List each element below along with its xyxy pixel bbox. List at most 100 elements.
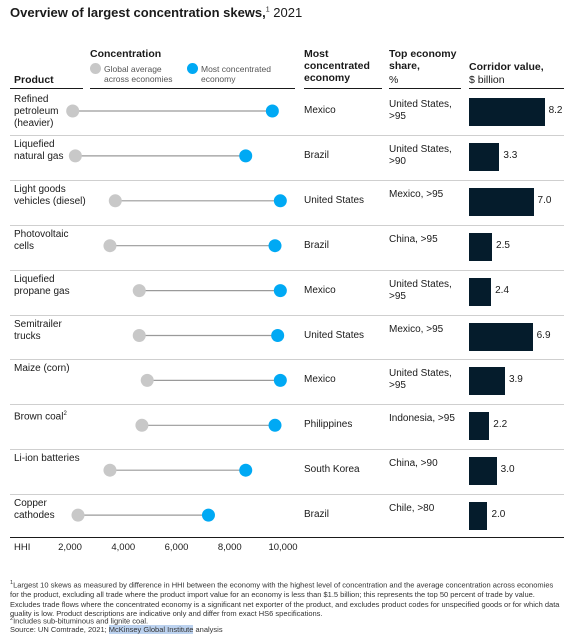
header-rule-concentration — [90, 88, 295, 89]
corridor-value-label: 3.0 — [500, 464, 515, 476]
header-rule-product — [10, 88, 83, 89]
most-concentrated-point — [239, 463, 253, 477]
row-separator — [10, 314, 564, 316]
row-product-label: Liquefied propane gas — [14, 274, 86, 298]
row-product-text: Li-ion batteries — [14, 453, 80, 465]
header-corridor: Corridor value, — [469, 61, 544, 73]
row-top-share: China, >90 — [389, 458, 438, 470]
axis-tick-label: 8,000 — [217, 542, 242, 553]
legend-global-label: Global average across economies — [104, 64, 173, 84]
axis-tick-label: 2,000 — [58, 542, 82, 553]
row-product-label: Photovoltaic cells — [14, 229, 86, 253]
corridor-value-label: 3.9 — [508, 374, 523, 386]
footnote-2-text: Includes sub-bituminous and lignite coal… — [13, 616, 149, 626]
title-footnote-mark: 1 — [265, 6, 270, 14]
source-suffix: analysis — [193, 625, 223, 634]
global-average-point — [132, 284, 146, 298]
row-product-label: Maize (corn) — [14, 363, 86, 375]
row-product-text: Copper cathodes — [14, 498, 55, 522]
corridor-value-label: 8.2 — [548, 105, 563, 116]
source-mgi-link[interactable]: McKinsey Global Institute — [108, 625, 194, 634]
corridor-value-label: 2.2 — [493, 419, 508, 431]
legend-most-dot — [187, 63, 198, 74]
corridor-bar — [469, 457, 497, 486]
title-year: 2021 — [273, 5, 303, 20]
axis-rule — [10, 537, 564, 538]
global-average-point — [132, 329, 146, 342]
row-product-text: Liquefied natural gas — [14, 138, 64, 162]
global-average-point — [135, 418, 149, 432]
row-product-label: Li-ion batteries — [14, 453, 86, 465]
global-average-point — [71, 508, 85, 522]
global-average-point — [108, 194, 122, 208]
row-separator — [10, 494, 564, 496]
header-top-share: Top economy share, — [389, 48, 457, 72]
corridor-bar — [469, 412, 490, 441]
row-separator — [10, 179, 564, 181]
most-concentrated-point — [271, 329, 285, 342]
header-concentration: Concentration — [90, 48, 162, 60]
row-economy: Brazil — [304, 509, 330, 521]
row-top-share: Mexico, >95 — [389, 188, 444, 200]
most-concentrated-point — [273, 284, 287, 298]
corridor-value-label: 2.5 — [496, 239, 510, 251]
row-top-share: Chile, >80 — [389, 503, 435, 515]
row-product-label: Brown coal2 — [14, 408, 86, 423]
global-average-point — [66, 104, 80, 118]
row-product-text: Liquefied propane gas — [14, 273, 70, 297]
global-average-point — [103, 239, 117, 253]
corridor-value-label: 7.0 — [537, 194, 552, 206]
header-most-concentrated: Most concentrated economy — [304, 48, 370, 84]
title-main: Overview of largest concentration skews, — [10, 5, 266, 20]
row-economy: South Korea — [304, 464, 360, 476]
axis-tick-label: 10,000 — [268, 542, 298, 553]
corridor-bar — [469, 98, 545, 126]
header-rule-share — [389, 88, 461, 89]
header-corridor-unit: $ billion — [469, 74, 505, 86]
page-title: Overview of largest concentration skews,… — [10, 5, 302, 20]
row-footnote-mark: 2 — [63, 411, 67, 418]
row-top-share: United States, >90 — [389, 143, 452, 167]
row-separator — [10, 134, 564, 136]
row-separator — [10, 224, 564, 226]
source-prefix: Source: UN Comtrade, 2021; — [10, 625, 109, 634]
corridor-value-label: 2.4 — [495, 284, 510, 296]
row-economy: Mexico — [304, 284, 336, 296]
corridor-bar — [469, 322, 533, 351]
source-note: Source: UN Comtrade, 2021; McKinsey Glob… — [10, 625, 562, 635]
row-economy: Mexico — [304, 374, 336, 386]
row-top-share: Mexico, >95 — [389, 323, 444, 335]
row-product-label: Liquefied natural gas — [14, 139, 86, 163]
corridor-bar — [469, 367, 505, 396]
row-product-text: Refined petroleum (heavier) — [14, 94, 59, 129]
row-separator — [10, 269, 564, 271]
most-concentrated-point — [268, 418, 282, 432]
most-concentrated-point — [239, 149, 253, 163]
row-economy: United States — [304, 329, 365, 341]
corridor-bar — [469, 502, 488, 531]
row-product-text: Semitrailer trucks — [14, 318, 62, 342]
corridor-bar — [469, 277, 492, 306]
header-rule-corridor — [469, 88, 564, 89]
footnote-1: 1Largest 10 skews as measured by differe… — [10, 579, 562, 619]
row-top-share: China, >95 — [389, 233, 438, 245]
footnote-1-mark: 1 — [10, 580, 14, 586]
row-product-text: Light goods vehicles (diesel) — [14, 183, 86, 207]
row-economy: Brazil — [304, 239, 330, 251]
corridor-bar — [469, 187, 534, 216]
legend-global-dot — [90, 63, 101, 74]
row-economy: Philippines — [304, 419, 353, 431]
header-product: Product — [14, 74, 54, 86]
row-product-label: Light goods vehicles (diesel) — [14, 184, 86, 208]
most-concentrated-point — [273, 194, 287, 208]
row-top-share: United States, >95 — [389, 278, 452, 302]
row-product-text: Maize (corn) — [14, 363, 70, 375]
most-concentrated-point — [273, 373, 287, 387]
row-economy: Brazil — [304, 149, 330, 161]
row-economy: Mexico — [304, 105, 336, 116]
corridor-bar — [469, 232, 493, 261]
row-separator — [10, 449, 564, 451]
footnote-2: 2Includes sub-bituminous and lignite coa… — [10, 615, 562, 626]
row-product-label: Refined petroleum (heavier) — [14, 94, 86, 130]
row-product-text: Photovoltaic cells — [14, 228, 69, 252]
